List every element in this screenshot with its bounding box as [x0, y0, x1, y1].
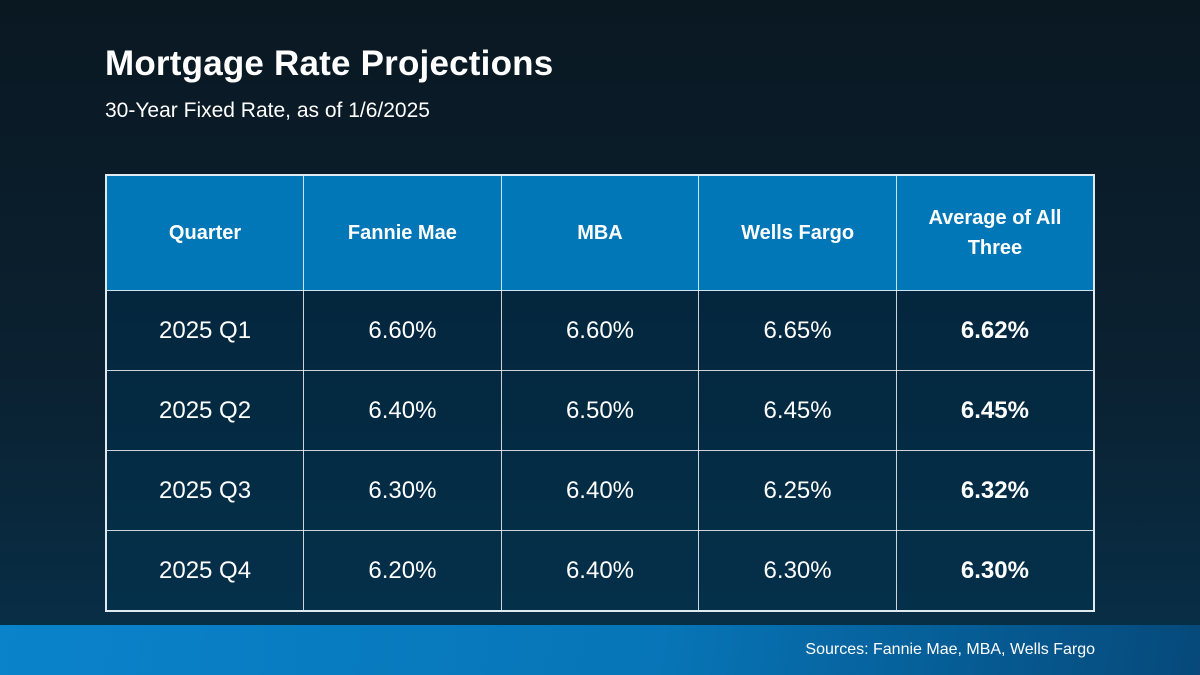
cell-quarter: 2025 Q3 — [105, 450, 305, 531]
cell-average-rate: 6.32% — [895, 450, 1095, 531]
column-header-wells-fargo: Wells Fargo — [698, 174, 897, 291]
mortgage-rate-projections-table: Quarter Fannie Mae MBA Wells Fargo Avera… — [105, 174, 1095, 612]
column-header-quarter: Quarter — [105, 174, 305, 291]
cell-fannie-mae-rate: 6.30% — [303, 450, 502, 531]
cell-mba-rate: 6.40% — [500, 450, 700, 531]
cell-fannie-mae-rate: 6.20% — [303, 530, 502, 612]
page-subtitle: 30-Year Fixed Rate, as of 1/6/2025 — [105, 99, 430, 122]
cell-wells-fargo-rate: 6.30% — [698, 530, 897, 612]
table-row-q4: 2025 Q4 6.20% 6.40% 6.30% 6.30% — [105, 530, 1095, 612]
column-header-average: Average of All Three — [895, 174, 1095, 291]
cell-wells-fargo-rate: 6.45% — [698, 370, 897, 451]
column-header-mba: MBA — [500, 174, 700, 291]
cell-quarter: 2025 Q2 — [105, 370, 305, 451]
table-header-row: Quarter Fannie Mae MBA Wells Fargo Avera… — [105, 174, 1095, 291]
cell-mba-rate: 6.50% — [500, 370, 700, 451]
source-note: Sources: Fannie Mae, MBA, Wells Fargo — [805, 641, 1095, 658]
table-row-q2: 2025 Q2 6.40% 6.50% 6.45% 6.45% — [105, 370, 1095, 451]
cell-average-rate: 6.62% — [895, 290, 1095, 371]
cell-quarter: 2025 Q1 — [105, 290, 305, 371]
cell-fannie-mae-rate: 6.60% — [303, 290, 502, 371]
cell-average-rate: 6.45% — [895, 370, 1095, 451]
cell-average-rate: 6.30% — [895, 530, 1095, 612]
cell-quarter: 2025 Q4 — [105, 530, 305, 612]
column-header-fannie-mae: Fannie Mae — [303, 174, 502, 291]
cell-wells-fargo-rate: 6.25% — [698, 450, 897, 531]
table-row-q3: 2025 Q3 6.30% 6.40% 6.25% 6.32% — [105, 450, 1095, 531]
footer-bar: Sources: Fannie Mae, MBA, Wells Fargo — [0, 625, 1200, 675]
table-row-q1: 2025 Q1 6.60% 6.60% 6.65% 6.62% — [105, 290, 1095, 371]
cell-wells-fargo-rate: 6.65% — [698, 290, 897, 371]
cell-mba-rate: 6.60% — [500, 290, 700, 371]
page-title: Mortgage Rate Projections — [105, 44, 554, 83]
cell-mba-rate: 6.40% — [500, 530, 700, 612]
cell-fannie-mae-rate: 6.40% — [303, 370, 502, 451]
